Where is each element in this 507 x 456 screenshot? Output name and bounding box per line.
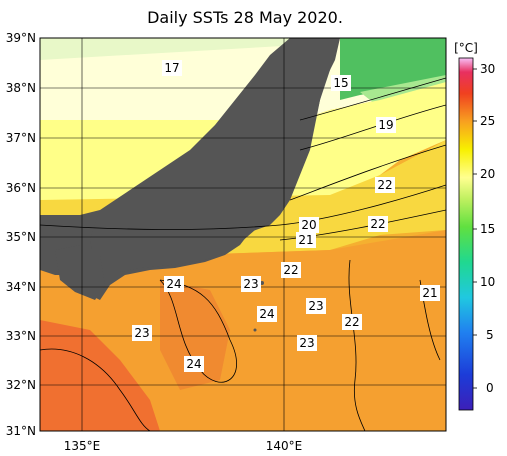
map-title: Daily SSTs 28 May 2020. xyxy=(147,8,343,27)
contour-label: 19 xyxy=(378,118,393,132)
contour-label: 23 xyxy=(308,299,323,313)
contour-label: 20 xyxy=(301,218,316,232)
contour-labels: 17 15 19 22 20 22 21 22 24 23 24 23 23 2… xyxy=(132,60,440,372)
grid xyxy=(40,38,446,431)
colorbar-tick: 15 xyxy=(480,222,495,236)
colorbar-unit: [°C] xyxy=(454,41,478,55)
lat-label: 38°N xyxy=(6,81,36,95)
contour-label: 21 xyxy=(298,233,313,247)
lat-label: 33°N xyxy=(6,329,36,343)
contour-label: 24 xyxy=(166,277,181,291)
contour-label: 23 xyxy=(299,336,314,350)
contour-label: 22 xyxy=(377,178,392,192)
contour-label: 23 xyxy=(134,326,149,340)
longitude-labels: 135°E 140°E xyxy=(64,439,303,453)
contour-label: 22 xyxy=(283,263,298,277)
contour-label: 17 xyxy=(164,61,179,75)
colorbar: [°C] 30 25 20 15 10 5 0 xyxy=(454,41,495,411)
contour-label: 22 xyxy=(344,315,359,329)
latitude-labels: 39°N 38°N 37°N 36°N 35°N 34°N 33°N 32°N … xyxy=(6,31,36,438)
lat-label: 39°N xyxy=(6,31,36,45)
colorbar-tick: 30 xyxy=(480,62,495,76)
lat-label: 34°N xyxy=(6,280,36,294)
colorbar-tick: 5 xyxy=(486,328,494,342)
colorbar-tick: 0 xyxy=(486,381,494,395)
contour-label: 15 xyxy=(333,76,348,90)
colorbar-tick: 20 xyxy=(480,167,495,181)
contour-label: 24 xyxy=(186,357,201,371)
contour-label: 21 xyxy=(422,286,437,300)
lat-label: 36°N xyxy=(6,181,36,195)
contour-label: 24 xyxy=(259,307,274,321)
lat-label: 32°N xyxy=(6,378,36,392)
contour-label: 23 xyxy=(243,277,258,291)
contour-label: 22 xyxy=(370,217,385,231)
colorbar-tick: 25 xyxy=(480,114,495,128)
lat-label: 35°N xyxy=(6,230,36,244)
lon-label: 140°E xyxy=(266,439,303,453)
map-area xyxy=(39,37,447,432)
lon-label: 135°E xyxy=(64,439,101,453)
colorbar-tick: 10 xyxy=(480,275,495,289)
lat-label: 31°N xyxy=(6,424,36,438)
lat-label: 37°N xyxy=(6,131,36,145)
